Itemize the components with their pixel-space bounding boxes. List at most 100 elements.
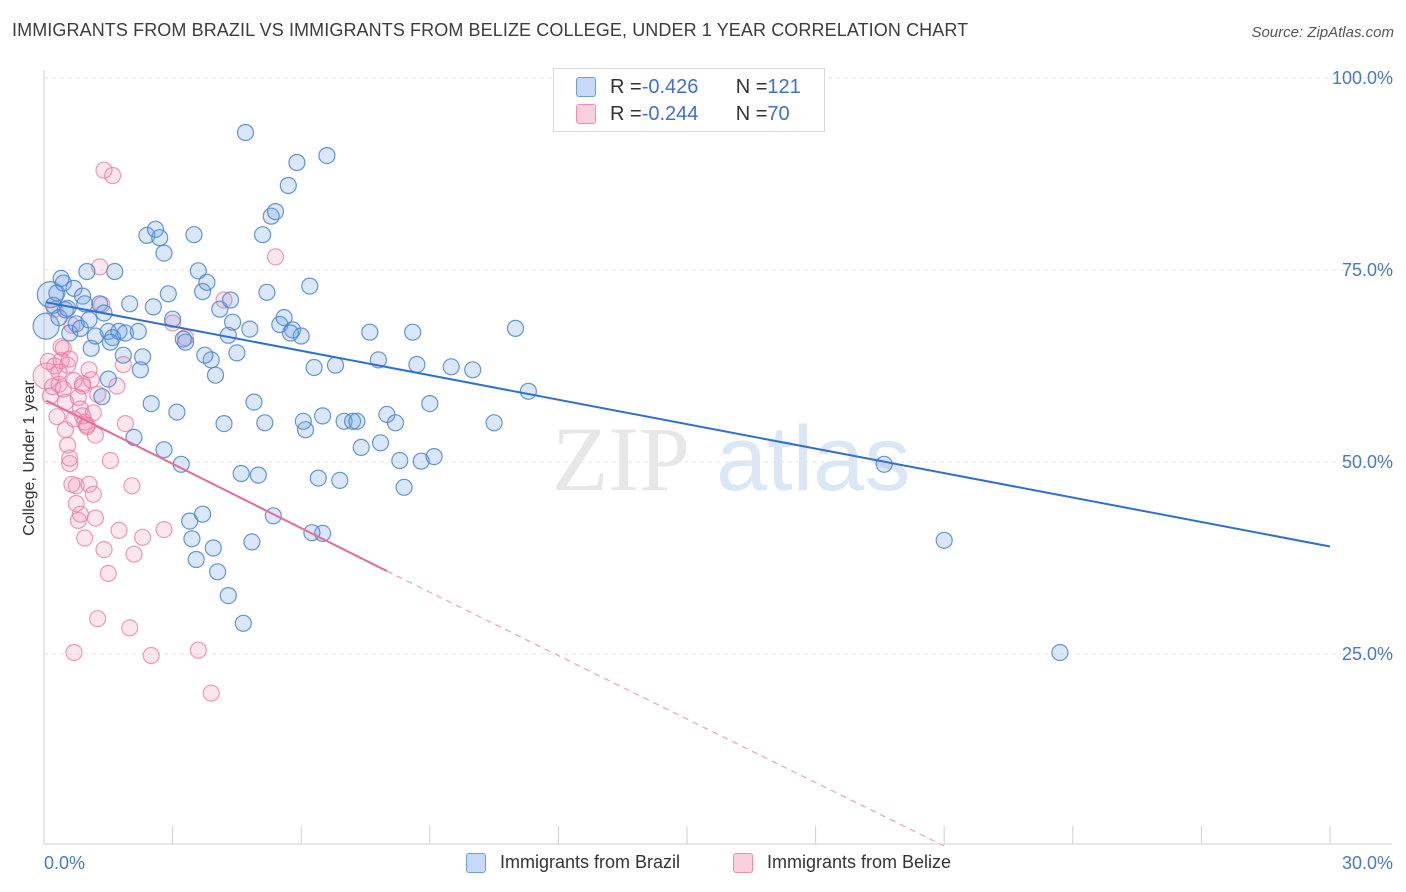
point-brazil	[352, 438, 370, 456]
point-brazil	[309, 469, 327, 487]
point-belize	[202, 684, 220, 702]
point-brazil	[131, 361, 149, 379]
series-legend: Immigrants from Brazil Immigrants from B…	[0, 852, 1406, 878]
point-brazil	[266, 203, 285, 221]
point-brazil	[301, 277, 319, 295]
point-brazil	[228, 344, 246, 362]
legend-r-label: R =	[610, 75, 642, 98]
point-brazil	[348, 412, 366, 430]
y-tick-labels: 25.0% 50.0% 75.0% 100.0%	[1332, 68, 1393, 664]
point-brazil	[294, 412, 312, 430]
point-brazil	[318, 147, 336, 165]
point-brazil	[196, 346, 214, 364]
point-belize	[110, 521, 128, 540]
point-brazil	[224, 313, 242, 331]
point-belize	[95, 161, 113, 179]
legend-item-belize[interactable]: Immigrants from Belize	[733, 852, 951, 873]
legend-swatch-belize	[733, 852, 753, 873]
y-tick-label: 25.0%	[1342, 644, 1393, 664]
trend-line-belize	[45, 399, 388, 572]
point-brazil	[194, 282, 212, 301]
point-belize	[82, 371, 100, 389]
point-brazil	[292, 327, 310, 345]
legend-n-value-brazil: 121	[767, 75, 801, 98]
point-brazil	[249, 466, 267, 484]
legend-r-value-brazil: -0.426	[641, 75, 699, 98]
gridlines	[44, 77, 1392, 655]
point-belize	[67, 494, 85, 513]
legend-n-label: N =	[735, 102, 768, 125]
point-brazil	[142, 395, 160, 413]
point-brazil	[519, 382, 538, 400]
point-brazil	[103, 329, 122, 347]
point-belize	[78, 416, 96, 434]
point-belize	[266, 248, 285, 266]
point-belize	[86, 509, 105, 527]
point-brazil	[155, 244, 173, 262]
point-brazil	[204, 539, 222, 557]
point-belize	[71, 505, 90, 523]
point-brazil	[241, 320, 259, 338]
point-brazil	[1051, 643, 1069, 662]
point-belize	[80, 475, 98, 493]
trend-line-belize-extrapolated	[386, 570, 945, 847]
point-brazil	[875, 455, 893, 473]
point-brazil	[506, 319, 525, 337]
point-belize	[116, 415, 135, 433]
point-brazil	[151, 229, 169, 247]
point-brazil	[221, 291, 240, 309]
point-brazil	[425, 448, 443, 466]
point-belize	[61, 454, 79, 473]
point-brazil	[76, 295, 94, 313]
point-brazil	[183, 530, 201, 548]
point-brazil	[232, 464, 250, 483]
legend-item-brazil[interactable]: Immigrants from Brazil	[466, 852, 680, 873]
point-belize	[121, 619, 139, 637]
point-brazil	[264, 507, 282, 525]
legend-n-label: N =	[735, 75, 768, 98]
point-belize	[101, 451, 120, 470]
point-belize	[125, 545, 143, 563]
legend-label-belize: Immigrants from Belize	[767, 852, 952, 872]
point-belize	[189, 641, 207, 659]
point-belize	[155, 520, 173, 539]
point-brazil	[344, 412, 362, 430]
legend-swatch-belize	[576, 104, 596, 124]
point-belize	[134, 528, 152, 546]
point-brazil	[326, 356, 345, 374]
point-brazil	[391, 451, 409, 470]
point-brazil	[243, 533, 261, 551]
legend-swatch-brazil	[466, 852, 486, 873]
point-belize	[58, 436, 77, 454]
y-tick-label: 100.0%	[1332, 68, 1393, 88]
point-belize	[73, 375, 92, 393]
legend-row-belize: R = -0.244 N = 70	[576, 101, 790, 127]
point-brazil	[361, 323, 379, 341]
correlation-legend: R = -0.426 N = 121 R = -0.244 N = 70	[553, 68, 825, 132]
point-belize	[142, 646, 160, 665]
point-belize	[114, 355, 132, 374]
point-brazil	[215, 415, 233, 433]
chart-title: IMMIGRANTS FROM BRAZIL VS IMMIGRANTS FRO…	[12, 20, 969, 40]
point-belize	[123, 477, 141, 495]
point-belize	[54, 380, 72, 398]
point-brazil	[442, 358, 460, 376]
point-brazil	[412, 452, 430, 470]
source-label: Source: ZipAtlas.com	[1251, 24, 1394, 41]
point-brazil	[99, 370, 117, 388]
point-brazil	[236, 123, 255, 142]
point-belize	[95, 540, 113, 559]
legend-swatch-brazil	[576, 77, 596, 97]
watermark-zip: ZIP	[552, 408, 690, 510]
point-brazil	[106, 262, 124, 281]
point-brazil	[187, 550, 205, 569]
point-brazil	[305, 358, 323, 377]
point-brazil	[144, 298, 162, 316]
point-brazil	[138, 226, 156, 244]
point-brazil	[121, 295, 139, 313]
point-belize	[65, 643, 83, 662]
point-belize	[88, 610, 107, 628]
point-brazil	[219, 586, 237, 605]
point-brazil	[129, 322, 147, 340]
point-brazil	[206, 366, 225, 384]
